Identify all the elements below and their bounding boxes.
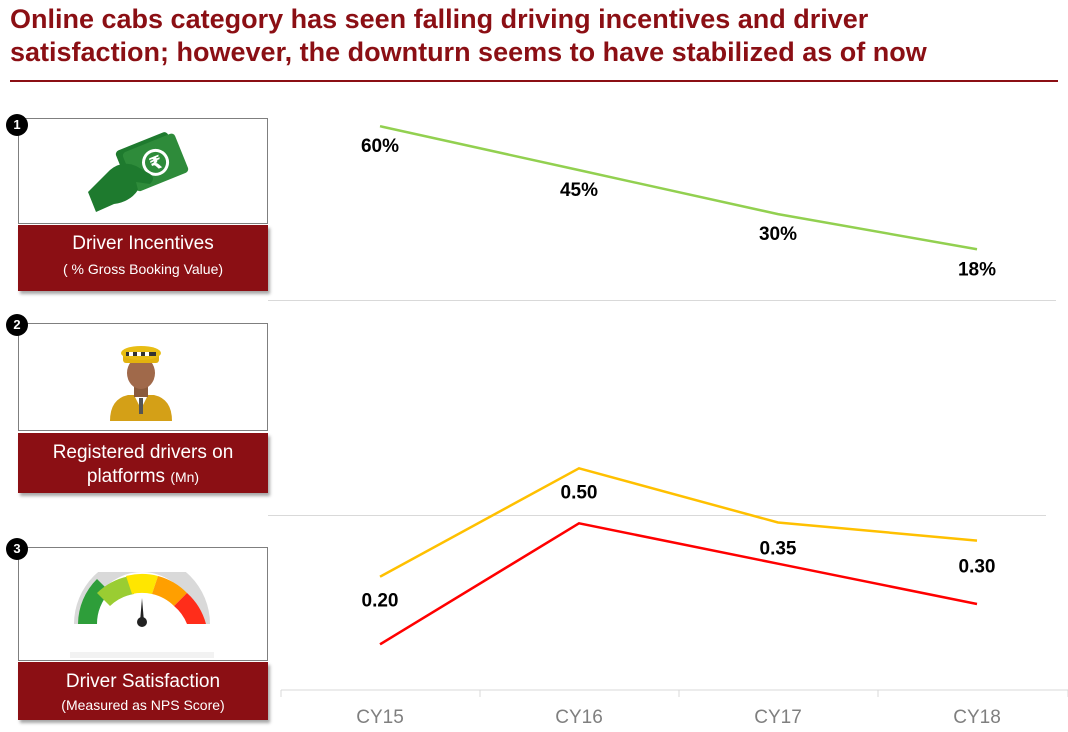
data-label: 0.50 [561,482,598,503]
drivers-sublabel: (Mn) [170,469,200,485]
satisfaction-icon-box [18,547,268,661]
cab-driver-icon [110,346,172,421]
data-label: 18% [958,259,996,280]
satisfaction-series-line [379,522,978,646]
data-label: 0.30 [959,557,996,578]
incentives-chart: 60% 45% 30% 18% [361,124,996,280]
incentives-sublabel: ( % Gross Booking Value) [62,261,224,277]
data-label: 30% [759,224,797,245]
drivers-label-line2: platforms [86,466,166,487]
row-divider-1 [268,300,1056,301]
title-line-2: satisfaction; however, the downturn seem… [10,37,927,67]
satisfaction-label: Driver Satisfaction [65,671,221,692]
drivers-label-box: Registered drivers on platforms (Mn) [18,433,268,493]
title-divider [10,80,1058,82]
step-badge-3: 3 [6,538,28,560]
drivers-chart: 0.20 0.50 0.35 0.30 [362,466,996,612]
x-tick-label: CY15 [356,707,404,728]
incentives-label: Driver Incentives [72,233,214,254]
step-badge-2: 2 [6,314,28,336]
satisfaction-chart [379,522,978,646]
data-label: 0.20 [362,591,399,612]
incentives-label-box: Driver Incentives ( % Gross Booking Valu… [18,225,268,291]
x-axis: CY15 CY16 CY17 CY18 [280,689,1068,728]
data-label: 0.35 [760,539,797,560]
title-line-1: Online cabs category has seen falling dr… [10,4,869,34]
money-hand-icon: ₹ [88,132,189,212]
x-tick-label: CY18 [953,707,1001,728]
row-divider-2 [268,515,1046,516]
satisfaction-label-box: Driver Satisfaction (Measured as NPS Sco… [18,662,268,720]
page-title: Online cabs category has seen falling dr… [10,3,1060,69]
drivers-label: Registered drivers on [52,442,234,463]
step-badge-1: 1 [6,114,28,136]
drivers-series-line [379,466,978,578]
data-label: 60% [361,136,399,157]
satisfaction-gauge-icon [70,572,214,658]
data-label: 45% [560,180,598,201]
x-tick-label: CY17 [754,707,802,728]
x-tick-label: CY16 [555,707,603,728]
satisfaction-sublabel: (Measured as NPS Score) [61,697,225,713]
incentives-series-line [379,124,978,251]
